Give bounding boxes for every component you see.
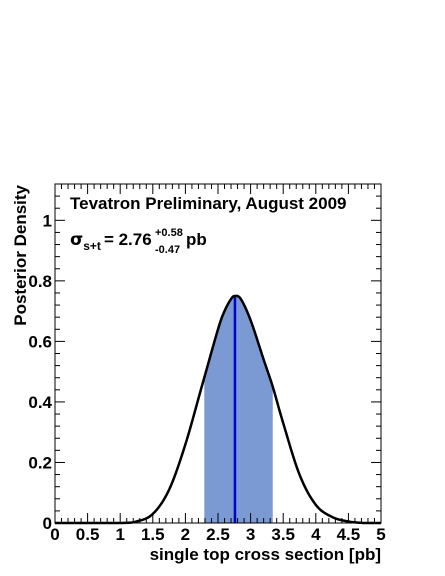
x-tick-label: 1: [115, 525, 124, 544]
x-tick-label: 4.5: [337, 525, 361, 544]
y-tick-label: 0.2: [28, 453, 52, 472]
x-tick-label: 0: [50, 525, 59, 544]
y-axis-title: Posterior Density: [11, 184, 30, 325]
x-tick-label: 1.5: [141, 525, 165, 544]
x-tick-label: 3: [246, 525, 255, 544]
y-tick-label: 0.6: [28, 332, 52, 351]
x-tick-label: 5: [376, 525, 385, 544]
y-tick-label: 1: [43, 211, 52, 230]
x-axis-title: single top cross section [pb]: [150, 545, 381, 564]
unit-label: pb: [186, 230, 207, 249]
posterior-curve-layer: [55, 294, 382, 525]
annotation-experiment: Tevatron Preliminary, August 2009: [70, 194, 347, 213]
axis-ticks-layer: 0 0.5 1 1.5 2 2.5 3 3.5 4 4.5 5 0 0.2 0.4 0.6 0.8 1: [28, 183, 386, 544]
y-tick-label: 0.8: [28, 272, 52, 291]
annotation-cross-section: σs+t = 2.76: [70, 230, 152, 253]
y-tick-label: 0.4: [28, 393, 52, 412]
sigma-value: = 2.76: [104, 230, 152, 249]
error-minus: -0.47: [155, 244, 180, 256]
sigma-subscript: s+t: [83, 239, 101, 253]
x-tick-label: 2: [181, 525, 190, 544]
posterior-curve: [55, 294, 382, 525]
credible-interval-band: [204, 295, 273, 523]
credible-interval-layer: [204, 295, 273, 523]
x-tick-label: 2.5: [206, 525, 230, 544]
sigma-symbol: σ: [70, 230, 83, 250]
x-tick-label: 0.5: [76, 525, 100, 544]
x-tick-label: 4: [311, 525, 321, 544]
x-tick-label: 3.5: [271, 525, 295, 544]
error-plus: +0.58: [155, 227, 183, 239]
y-tick-label: 0: [43, 514, 52, 533]
